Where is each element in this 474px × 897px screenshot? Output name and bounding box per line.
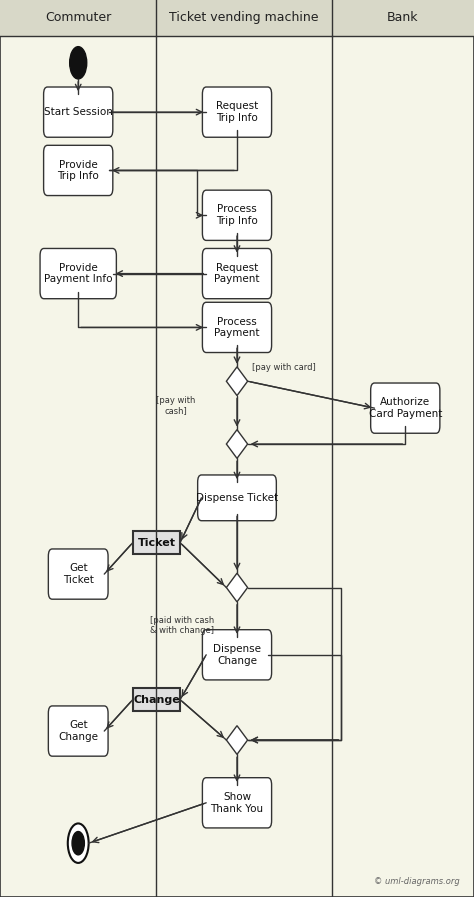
Text: Authorize
Card Payment: Authorize Card Payment: [369, 397, 442, 419]
Text: Change: Change: [133, 694, 180, 705]
FancyBboxPatch shape: [44, 87, 113, 137]
Circle shape: [68, 823, 89, 863]
Polygon shape: [227, 573, 247, 602]
Text: [pay with
cash]: [pay with cash]: [155, 396, 195, 415]
Circle shape: [70, 47, 87, 79]
FancyBboxPatch shape: [202, 87, 272, 137]
Text: Bank: Bank: [387, 12, 419, 24]
Circle shape: [72, 832, 84, 855]
FancyBboxPatch shape: [44, 145, 113, 196]
Bar: [133, 689, 180, 710]
FancyBboxPatch shape: [48, 549, 108, 599]
FancyBboxPatch shape: [202, 302, 272, 353]
FancyBboxPatch shape: [371, 383, 440, 433]
Text: Process
Trip Info: Process Trip Info: [216, 205, 258, 226]
Text: Start Session: Start Session: [44, 107, 113, 118]
Polygon shape: [227, 726, 247, 754]
Bar: [0, 0, 474, 36]
Text: Dispense
Change: Dispense Change: [213, 644, 261, 666]
Text: Ticket vending machine: Ticket vending machine: [169, 12, 319, 24]
Polygon shape: [227, 367, 247, 396]
Text: Provide
Trip Info: Provide Trip Info: [57, 160, 99, 181]
Text: [pay with card]: [pay with card]: [252, 363, 316, 372]
Text: Commuter: Commuter: [45, 12, 111, 24]
Text: Get
Ticket: Get Ticket: [63, 563, 94, 585]
FancyBboxPatch shape: [202, 778, 272, 828]
Text: Provide
Payment Info: Provide Payment Info: [44, 263, 112, 284]
Bar: [133, 531, 180, 553]
FancyBboxPatch shape: [202, 190, 272, 240]
Text: Ticket: Ticket: [137, 537, 175, 548]
Text: Show
Thank You: Show Thank You: [210, 792, 264, 814]
Text: [paid with cash
& with change]: [paid with cash & with change]: [150, 616, 215, 635]
Text: © uml-diagrams.org: © uml-diagrams.org: [374, 877, 460, 886]
FancyBboxPatch shape: [48, 706, 108, 756]
FancyBboxPatch shape: [40, 248, 117, 299]
Text: Get
Change: Get Change: [58, 720, 98, 742]
FancyBboxPatch shape: [202, 630, 272, 680]
Text: Dispense Ticket: Dispense Ticket: [196, 492, 278, 503]
Polygon shape: [227, 430, 247, 458]
Text: Request
Trip Info: Request Trip Info: [216, 101, 258, 123]
Text: Process
Payment: Process Payment: [214, 317, 260, 338]
FancyBboxPatch shape: [198, 475, 276, 520]
FancyBboxPatch shape: [202, 248, 272, 299]
Text: Request
Payment: Request Payment: [214, 263, 260, 284]
